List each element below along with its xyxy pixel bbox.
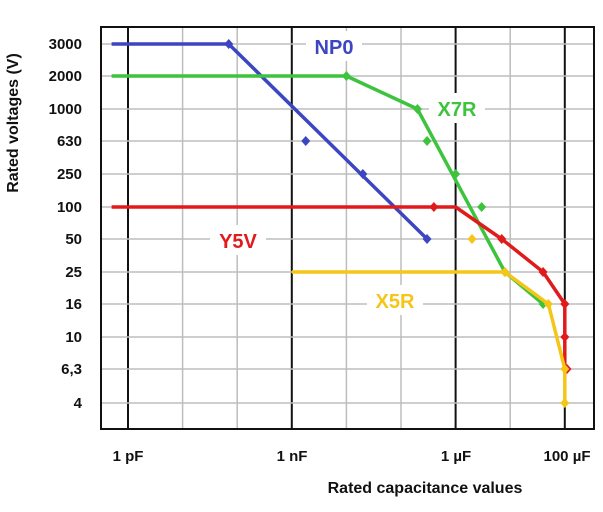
data-point-np0 [358,169,368,179]
data-point-x5r [560,364,570,374]
data-point-x7r [422,136,432,146]
y-tick-label: 16 [65,296,82,313]
y-tick-label: 2000 [49,68,82,85]
x-tick-label: 1 µF [441,448,471,465]
series-label-y5v: Y5V [219,231,257,253]
data-point-y5v [429,202,439,212]
y-tick-label: 630 [57,133,82,150]
data-point-y5v [538,267,548,277]
y-tick-labels: 4 6,3 10 16 25 50 100 250 630 1000 2000 3000 [49,36,83,412]
y-tick-label: 1000 [49,101,82,118]
series-label-bg [367,285,423,315]
y-axis-title: Rated voltages (V) [5,53,22,193]
data-point-y5v [560,299,570,309]
y-tick-label: 100 [57,199,82,216]
y-tick-label: 3000 [49,36,82,53]
series-np0 [111,39,432,244]
data-point-np0 [301,136,311,146]
y-tick-label: 250 [57,166,82,183]
x-tick-label: 100 µF [544,448,591,465]
y-tick-label: 4 [74,395,83,412]
series-label-np0: NP0 [315,37,354,59]
x-tick-label: 1 pF [113,448,144,465]
series-label-bg [306,31,362,61]
series-line-y5v [111,205,567,369]
series-labels: NP0 X7R Y5V X5R [210,31,485,315]
y-tick-label: 50 [65,231,82,248]
series-label-x5r: X5R [376,291,415,313]
data-point-x7r [451,169,461,179]
data-point-x5r [543,299,553,309]
series-y5v [111,202,572,374]
series-label-x7r: X7R [438,99,477,121]
x-axis-title: Rated capacitance values [328,480,523,497]
series-label-bg [429,93,485,123]
data-point-x7r [341,71,351,81]
data-point-np0 [224,39,234,49]
y-tick-label: 10 [65,329,82,346]
data-point-x5r [467,234,477,244]
data-point-y5v [560,332,570,342]
series-lines [111,39,572,408]
y-tick-label: 6,3 [61,361,82,378]
series-x5r [291,234,570,408]
plot-frame [100,26,595,430]
data-point-x7r [412,104,422,114]
data-point-x5r [560,398,570,408]
data-point-x7r [477,202,487,212]
grid [101,27,594,429]
data-point-x5r [500,267,510,277]
y-tick-label: 25 [65,264,82,281]
data-point-np0 [422,234,432,244]
x-tick-labels: 1 pF 1 nF 1 µF 100 µF [113,448,591,465]
series-label-bg [210,225,266,255]
x-tick-label: 1 nF [277,448,308,465]
data-point-y5v [497,234,507,244]
